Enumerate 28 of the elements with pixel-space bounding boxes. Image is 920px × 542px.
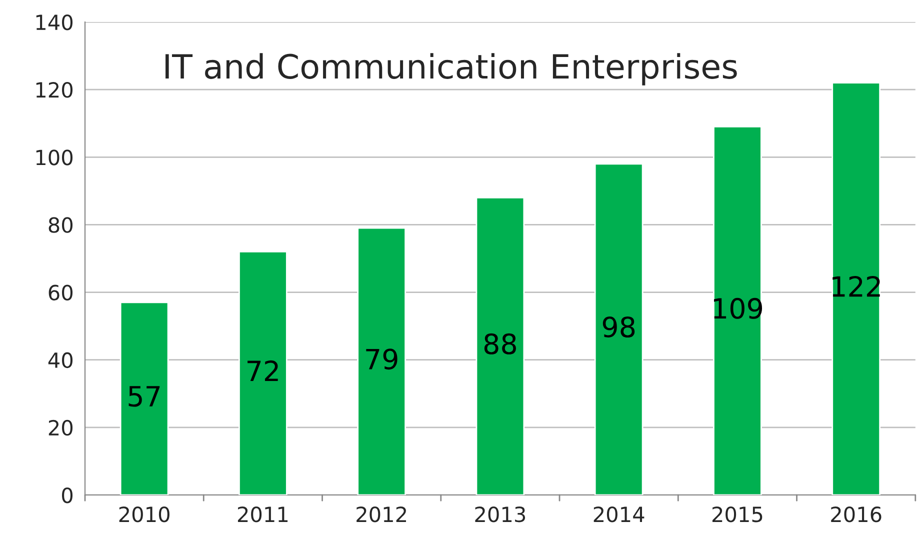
x-tick-label: 2010 [119, 506, 170, 522]
bar [476, 196, 525, 495]
bar [238, 251, 288, 495]
bar [832, 82, 881, 495]
data-label: 88 [484, 333, 516, 354]
data-label: 72 [248, 360, 278, 382]
y-tick-label: 60 [48, 284, 73, 300]
data-label: 98 [602, 316, 635, 338]
y-tick-label: 20 [48, 420, 73, 436]
bar [713, 126, 762, 495]
data-label: 57 [128, 386, 160, 407]
y-tick-label: 120 [36, 82, 73, 98]
y-tick-label: 40 [48, 352, 73, 368]
bar [120, 302, 169, 495]
y-tick-label: 100 [36, 150, 73, 166]
bar [594, 163, 644, 495]
x-tick-label: 2013 [475, 506, 526, 522]
y-tick-label: 0 [62, 487, 73, 504]
x-tick-label: 2014 [594, 506, 644, 522]
x-tick-label: 2015 [712, 506, 762, 522]
x-tick-label: 2016 [831, 506, 882, 522]
x-tick-label: 2012 [356, 506, 406, 522]
data-label: 79 [366, 348, 398, 370]
text: IT and Communication Enterprises [166, 53, 737, 86]
y-tick-label: 140 [36, 14, 73, 30]
y-tick-label: 80 [48, 217, 73, 233]
bar [357, 227, 406, 495]
x-tick-label: 2011 [238, 506, 288, 522]
